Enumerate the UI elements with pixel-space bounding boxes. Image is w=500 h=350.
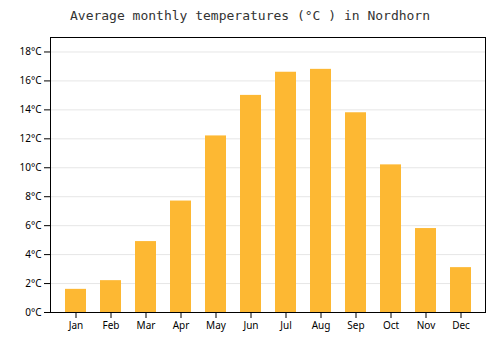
svg-text:Mar: Mar: [137, 318, 156, 332]
svg-text:18°C: 18°C: [19, 44, 42, 58]
svg-text:12°C: 12°C: [19, 131, 42, 145]
svg-text:6°C: 6°C: [25, 218, 42, 232]
svg-text:8°C: 8°C: [25, 189, 42, 203]
svg-text:10°C: 10°C: [19, 160, 42, 174]
svg-text:Aug: Aug: [312, 318, 331, 332]
svg-text:14°C: 14°C: [19, 102, 42, 116]
svg-text:16°C: 16°C: [19, 73, 42, 87]
svg-text:4°C: 4°C: [25, 247, 42, 261]
html-text:Average monthly temperatures (: Average monthly temperatures (°C ) in No…: [70, 8, 430, 23]
svg-text:Oct: Oct: [383, 318, 400, 332]
svg-text:May: May: [206, 318, 227, 332]
svg-text:Sep: Sep: [347, 318, 364, 332]
svg-text:Jul: Jul: [279, 318, 292, 332]
svg-text:Jan: Jan: [68, 318, 84, 332]
svg-text:Dec: Dec: [452, 318, 470, 332]
svg-text:0°C: 0°C: [25, 305, 42, 319]
svg-text:Feb: Feb: [103, 318, 120, 332]
svg-text:Apr: Apr: [173, 318, 190, 332]
svg-text:Nov: Nov: [417, 318, 436, 332]
svg-text:2°C: 2°C: [25, 276, 42, 290]
svg-text:Jun: Jun: [242, 318, 258, 332]
